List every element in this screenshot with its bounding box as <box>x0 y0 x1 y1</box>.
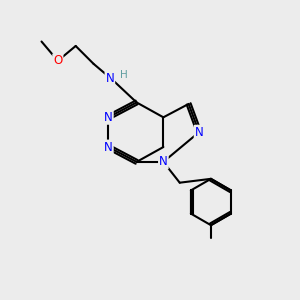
Text: O: O <box>53 54 62 67</box>
Text: N: N <box>104 140 113 154</box>
Text: N: N <box>106 72 114 85</box>
Text: N: N <box>104 111 113 124</box>
Text: H: H <box>120 70 128 80</box>
Text: N: N <box>195 126 203 139</box>
Text: N: N <box>159 155 168 168</box>
